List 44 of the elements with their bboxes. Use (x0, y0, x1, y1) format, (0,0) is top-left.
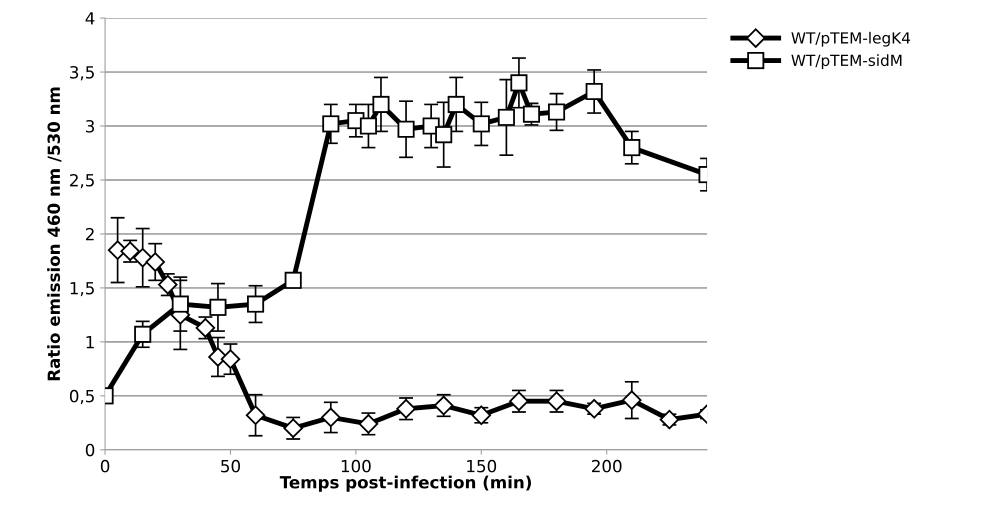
legend-label: WT/pTEM-legK4 (791, 32, 910, 47)
x-axis-title: Temps post-infection (min) (280, 476, 531, 492)
point (209, 298, 226, 316)
x-tick-label: 50 (221, 460, 240, 472)
point (132, 248, 152, 268)
point (586, 82, 603, 100)
x-tick-label: 200 (592, 460, 622, 472)
point (660, 410, 680, 430)
x-tick-label: 100 (342, 460, 371, 472)
y-tick-label: 3 (86, 120, 94, 133)
y-tick-label: 0,5 (70, 390, 94, 404)
y-axis-title: Ratio emission 460 nm /530 nm (47, 87, 62, 380)
point (623, 139, 640, 156)
point (220, 349, 240, 369)
x-tick-label: 150 (467, 460, 496, 472)
y-tick-label: 1,5 (70, 282, 94, 296)
point (372, 96, 390, 113)
point (510, 74, 528, 92)
point (284, 272, 302, 289)
point (172, 296, 189, 313)
point (498, 108, 515, 126)
y-tick-label: 4 (86, 12, 94, 24)
point (246, 406, 266, 425)
point (321, 408, 341, 428)
point (398, 120, 415, 138)
point (472, 115, 490, 132)
point (584, 399, 604, 419)
y-tick-label: 0 (86, 444, 94, 456)
point (322, 115, 340, 132)
point (622, 390, 642, 410)
point (448, 96, 465, 113)
y-tick-label: 2 (86, 228, 94, 240)
point (247, 296, 264, 313)
point (548, 103, 566, 121)
y-tick-label: 2,5 (70, 174, 94, 188)
legend-label: WT/pTEM-sidM (791, 54, 902, 70)
x-tick-label: 0 (100, 460, 110, 472)
point (145, 252, 165, 272)
y-tick-label: 1 (86, 336, 94, 348)
y-tick-label: 3,5 (70, 66, 94, 80)
point (435, 126, 452, 144)
point (360, 117, 377, 135)
point (522, 106, 540, 123)
point (134, 326, 152, 343)
